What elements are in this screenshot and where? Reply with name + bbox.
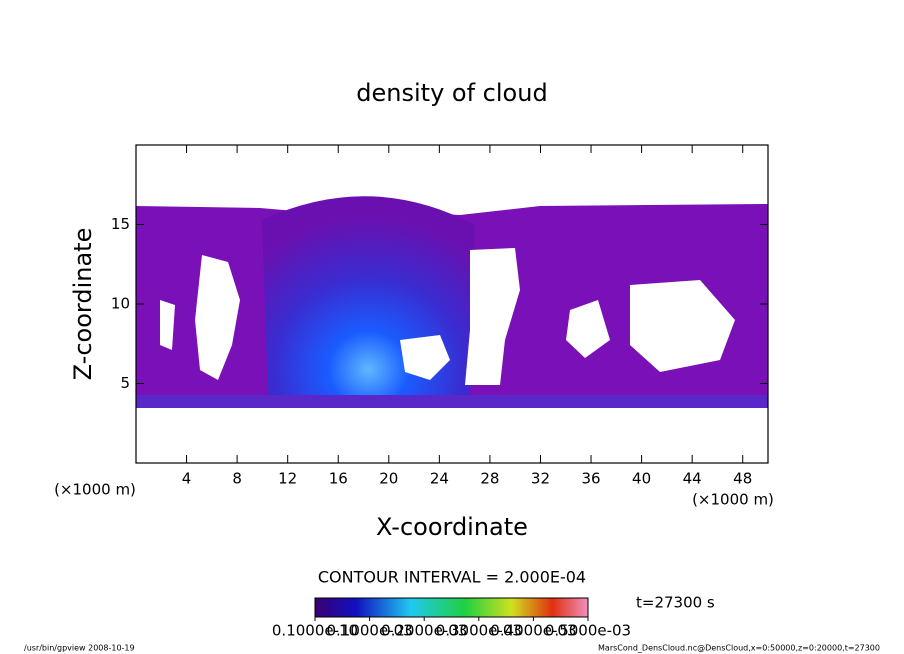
x-tick-label: 24 [430,470,449,488]
x-tick-label: 28 [480,470,499,488]
x-tick-label: 4 [182,470,192,488]
x-tick-label: 8 [232,470,242,488]
x-tick-label: 12 [278,470,297,488]
y-axis-label: Z-coordinate [69,228,97,381]
colorbar-tick-label: 0.1000e-10 [272,622,358,640]
y-tick-label: 5 [120,374,130,392]
contour-interval: CONTOUR INTERVAL = 2.000E-04 [318,568,586,587]
time-label: t=27300 s [636,594,715,612]
y-tick-label: 15 [111,215,130,233]
chart-title: density of cloud [356,79,547,107]
x-tick-label: 48 [733,470,752,488]
footer-right: MarsCond_DensCloud.nc@DensCloud,x=0:5000… [598,644,880,653]
colorbar [314,597,589,618]
y-tick-label: 10 [111,295,130,313]
cloud-field [136,196,768,408]
x-unit-left: (×1000 m) [54,481,136,499]
x-axis-label: X-coordinate [376,513,528,541]
colorbar-tick-label: 0.2000e-03 [381,622,467,640]
x-tick-label: 40 [632,470,651,488]
colorbar-tick-label: 0.1000e-03 [326,622,412,640]
colorbar-tick-label: 0.5000e-03 [545,622,631,640]
colorbar-tick-label: 0.3000e-03 [436,622,522,640]
x-unit-right: (×1000 m) [692,491,774,509]
x-tick-label: 20 [379,470,398,488]
x-tick-label: 36 [581,470,600,488]
x-tick-label: 44 [683,470,702,488]
colorbar-tick-label: 0.4000e-03 [490,622,576,640]
x-tick-label: 32 [531,470,550,488]
x-tick-label: 16 [329,470,348,488]
footer-left: /usr/bin/gpview 2008-10-19 [24,644,135,653]
